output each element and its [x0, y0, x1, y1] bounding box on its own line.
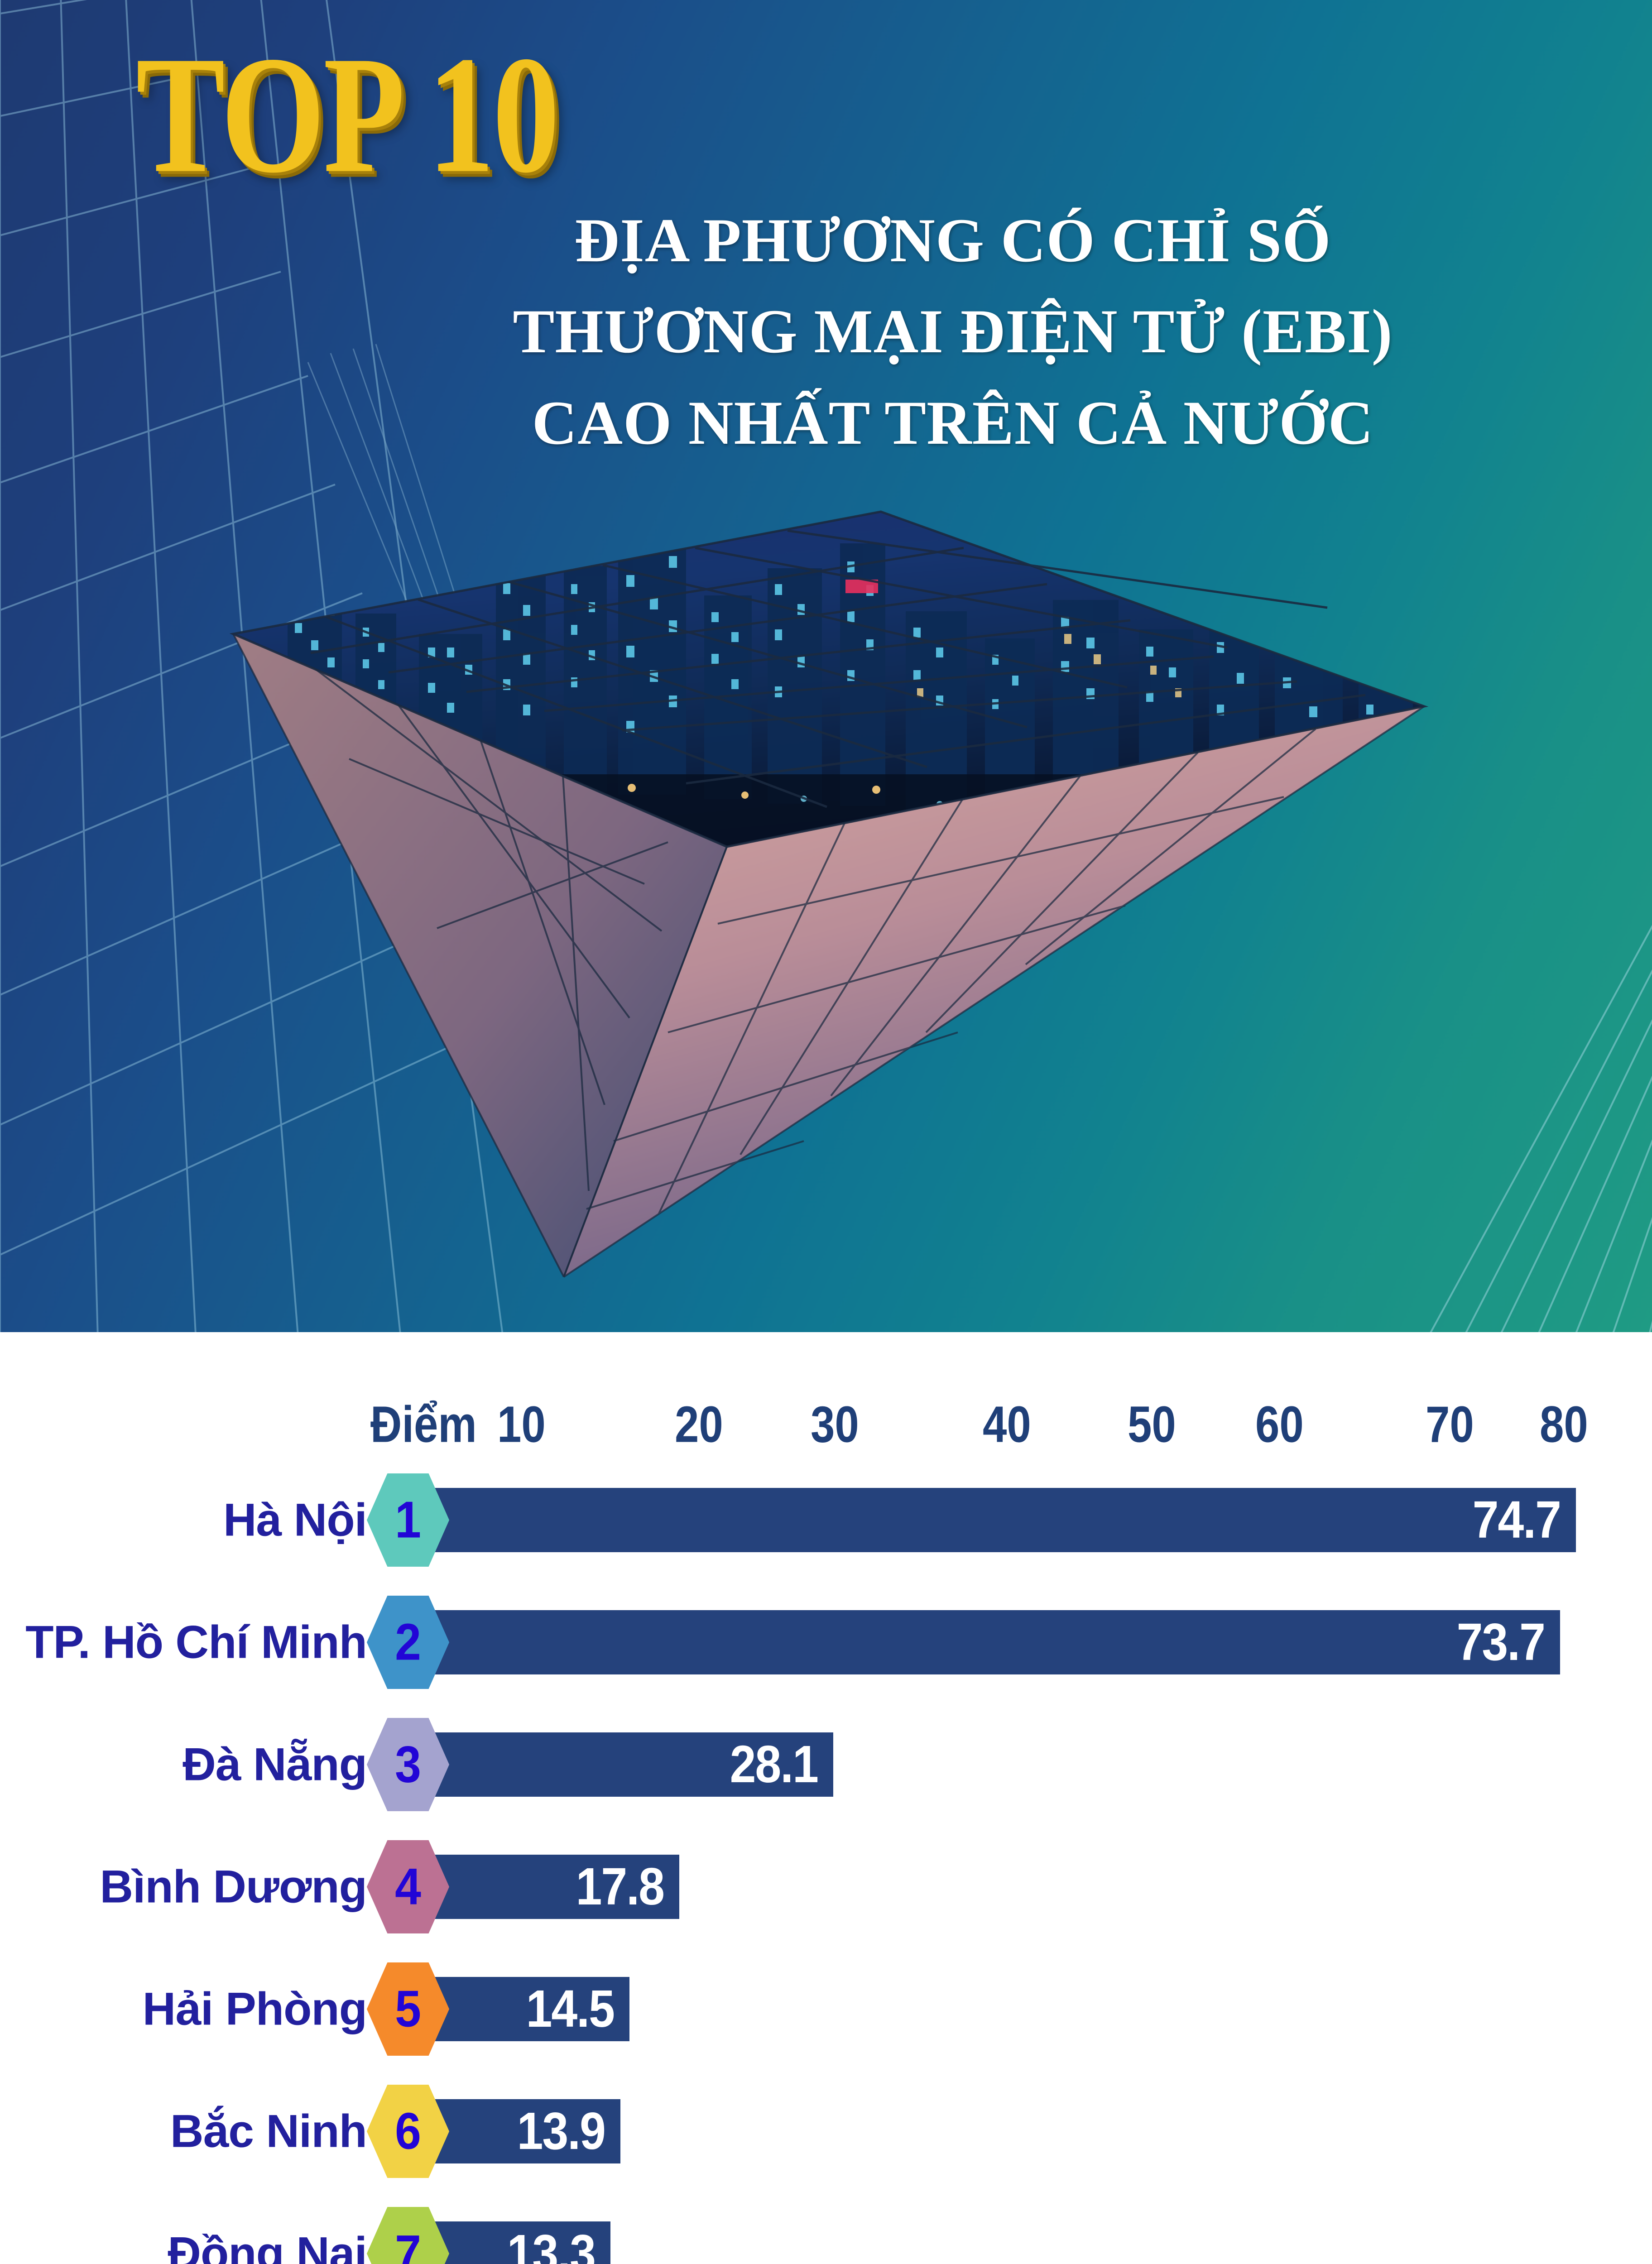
wireframe-pattern-right	[1430, 925, 1652, 1332]
table-row: Hà Nội 74.7 1	[0, 1459, 1652, 1581]
rank-hexagon: 3	[367, 1718, 449, 1811]
bar-track: 14.5	[408, 1977, 629, 2041]
axis-tick-30: 30	[811, 1396, 859, 1453]
bar-value-label: 14.5	[526, 1980, 615, 2039]
axis-tick-10: 10	[497, 1396, 546, 1453]
rank-hexagon: 7	[367, 2207, 449, 2264]
axis-tick-80: 80	[1540, 1396, 1588, 1453]
bar-category-label: Bắc Ninh	[170, 2105, 367, 2157]
axis-tick-60: 60	[1255, 1396, 1304, 1453]
bar-value-label: 73.7	[1456, 1613, 1546, 1672]
table-row: TP. Hồ Chí Minh 73.7 2	[0, 1581, 1652, 1703]
bar-category-label: Đồng Nai	[168, 2227, 367, 2264]
axis-tick-20: 20	[675, 1396, 723, 1453]
rank-hexagon: 6	[367, 2085, 449, 2178]
headline-line-2: THƯƠNG MẠI ĐIỆN TỬ (EBI)	[513, 297, 1393, 366]
bar-chart: Điểm 10 20 30 40 50 60 70 80 Hà Nội 74.7…	[0, 1332, 1652, 2264]
chart-x-axis: Điểm 10 20 30 40 50 60 70 80	[0, 1396, 1652, 1453]
axis-tick-50: 50	[1128, 1396, 1176, 1453]
table-row: Đà Nẵng 28.1 3	[0, 1703, 1652, 1826]
rank-hexagon: 5	[367, 1962, 449, 2056]
bar-category-label: Đà Nẵng	[182, 1738, 367, 1790]
bar-category-label: Hà Nội	[223, 1494, 367, 1546]
rank-hexagon: 1	[367, 1473, 449, 1567]
rank-number: 7	[395, 2225, 421, 2264]
rank-number: 5	[395, 1980, 421, 2038]
rank-number: 2	[395, 1613, 421, 1671]
table-row: Bắc Ninh 13.9 6	[0, 2070, 1652, 2192]
rank-number: 4	[395, 1858, 421, 1916]
bar-track: 17.8	[408, 1855, 679, 1919]
bar-value-label: 13.9	[517, 2102, 606, 2161]
table-row: Bình Dương 17.8 4	[0, 1826, 1652, 1948]
bar-value-label: 74.7	[1472, 1491, 1561, 1549]
bar-track: 73.7	[408, 1610, 1560, 1674]
bar-value-label: 13.3	[507, 2224, 596, 2264]
headline: ĐỊA PHƯƠNG CÓ CHỈ SỐ THƯƠNG MẠI ĐIỆN TỬ …	[0, 195, 1652, 468]
chart-rows: Hà Nội 74.7 1 TP. Hồ Chí Minh 73.7 2 Đà …	[0, 1459, 1652, 2264]
bar-value-label: 28.1	[730, 1735, 819, 1794]
bar-category-label: Hải Phòng	[142, 1983, 367, 2035]
rank-hexagon: 4	[367, 1840, 449, 1933]
rank-number: 3	[395, 1736, 421, 1794]
bar-category-label: Bình Dương	[100, 1861, 367, 1913]
rank-number: 6	[395, 2102, 421, 2160]
axis-tick-70: 70	[1426, 1396, 1474, 1453]
header-banner: TOP 10 ĐỊA PHƯƠNG CÓ CHỈ SỐ THƯƠNG MẠI Đ…	[0, 0, 1652, 1332]
axis-label-diem: Điểm	[370, 1396, 477, 1453]
top10-wordmark: TOP 10	[136, 21, 560, 208]
bar-value-label: 17.8	[576, 1857, 665, 1916]
pyramid-svg	[229, 510, 1429, 1278]
rank-hexagon: 2	[367, 1596, 449, 1689]
table-row: Đồng Nai 13.3 7	[0, 2192, 1652, 2264]
axis-tick-40: 40	[983, 1396, 1031, 1453]
table-row: Hải Phòng 14.5 5	[0, 1948, 1652, 2070]
bar-category-label: TP. Hồ Chí Minh	[25, 1616, 367, 1668]
rank-number: 1	[395, 1491, 421, 1549]
inverted-pyramid-graphic	[206, 498, 1451, 1290]
bar-track: 74.7	[408, 1488, 1576, 1552]
headline-line-3: CAO NHẤT TRÊN CẢ NƯỚC	[532, 388, 1374, 457]
bar-track: 28.1	[408, 1732, 833, 1797]
headline-line-1: ĐỊA PHƯƠNG CÓ CHỈ SỐ	[574, 206, 1331, 275]
